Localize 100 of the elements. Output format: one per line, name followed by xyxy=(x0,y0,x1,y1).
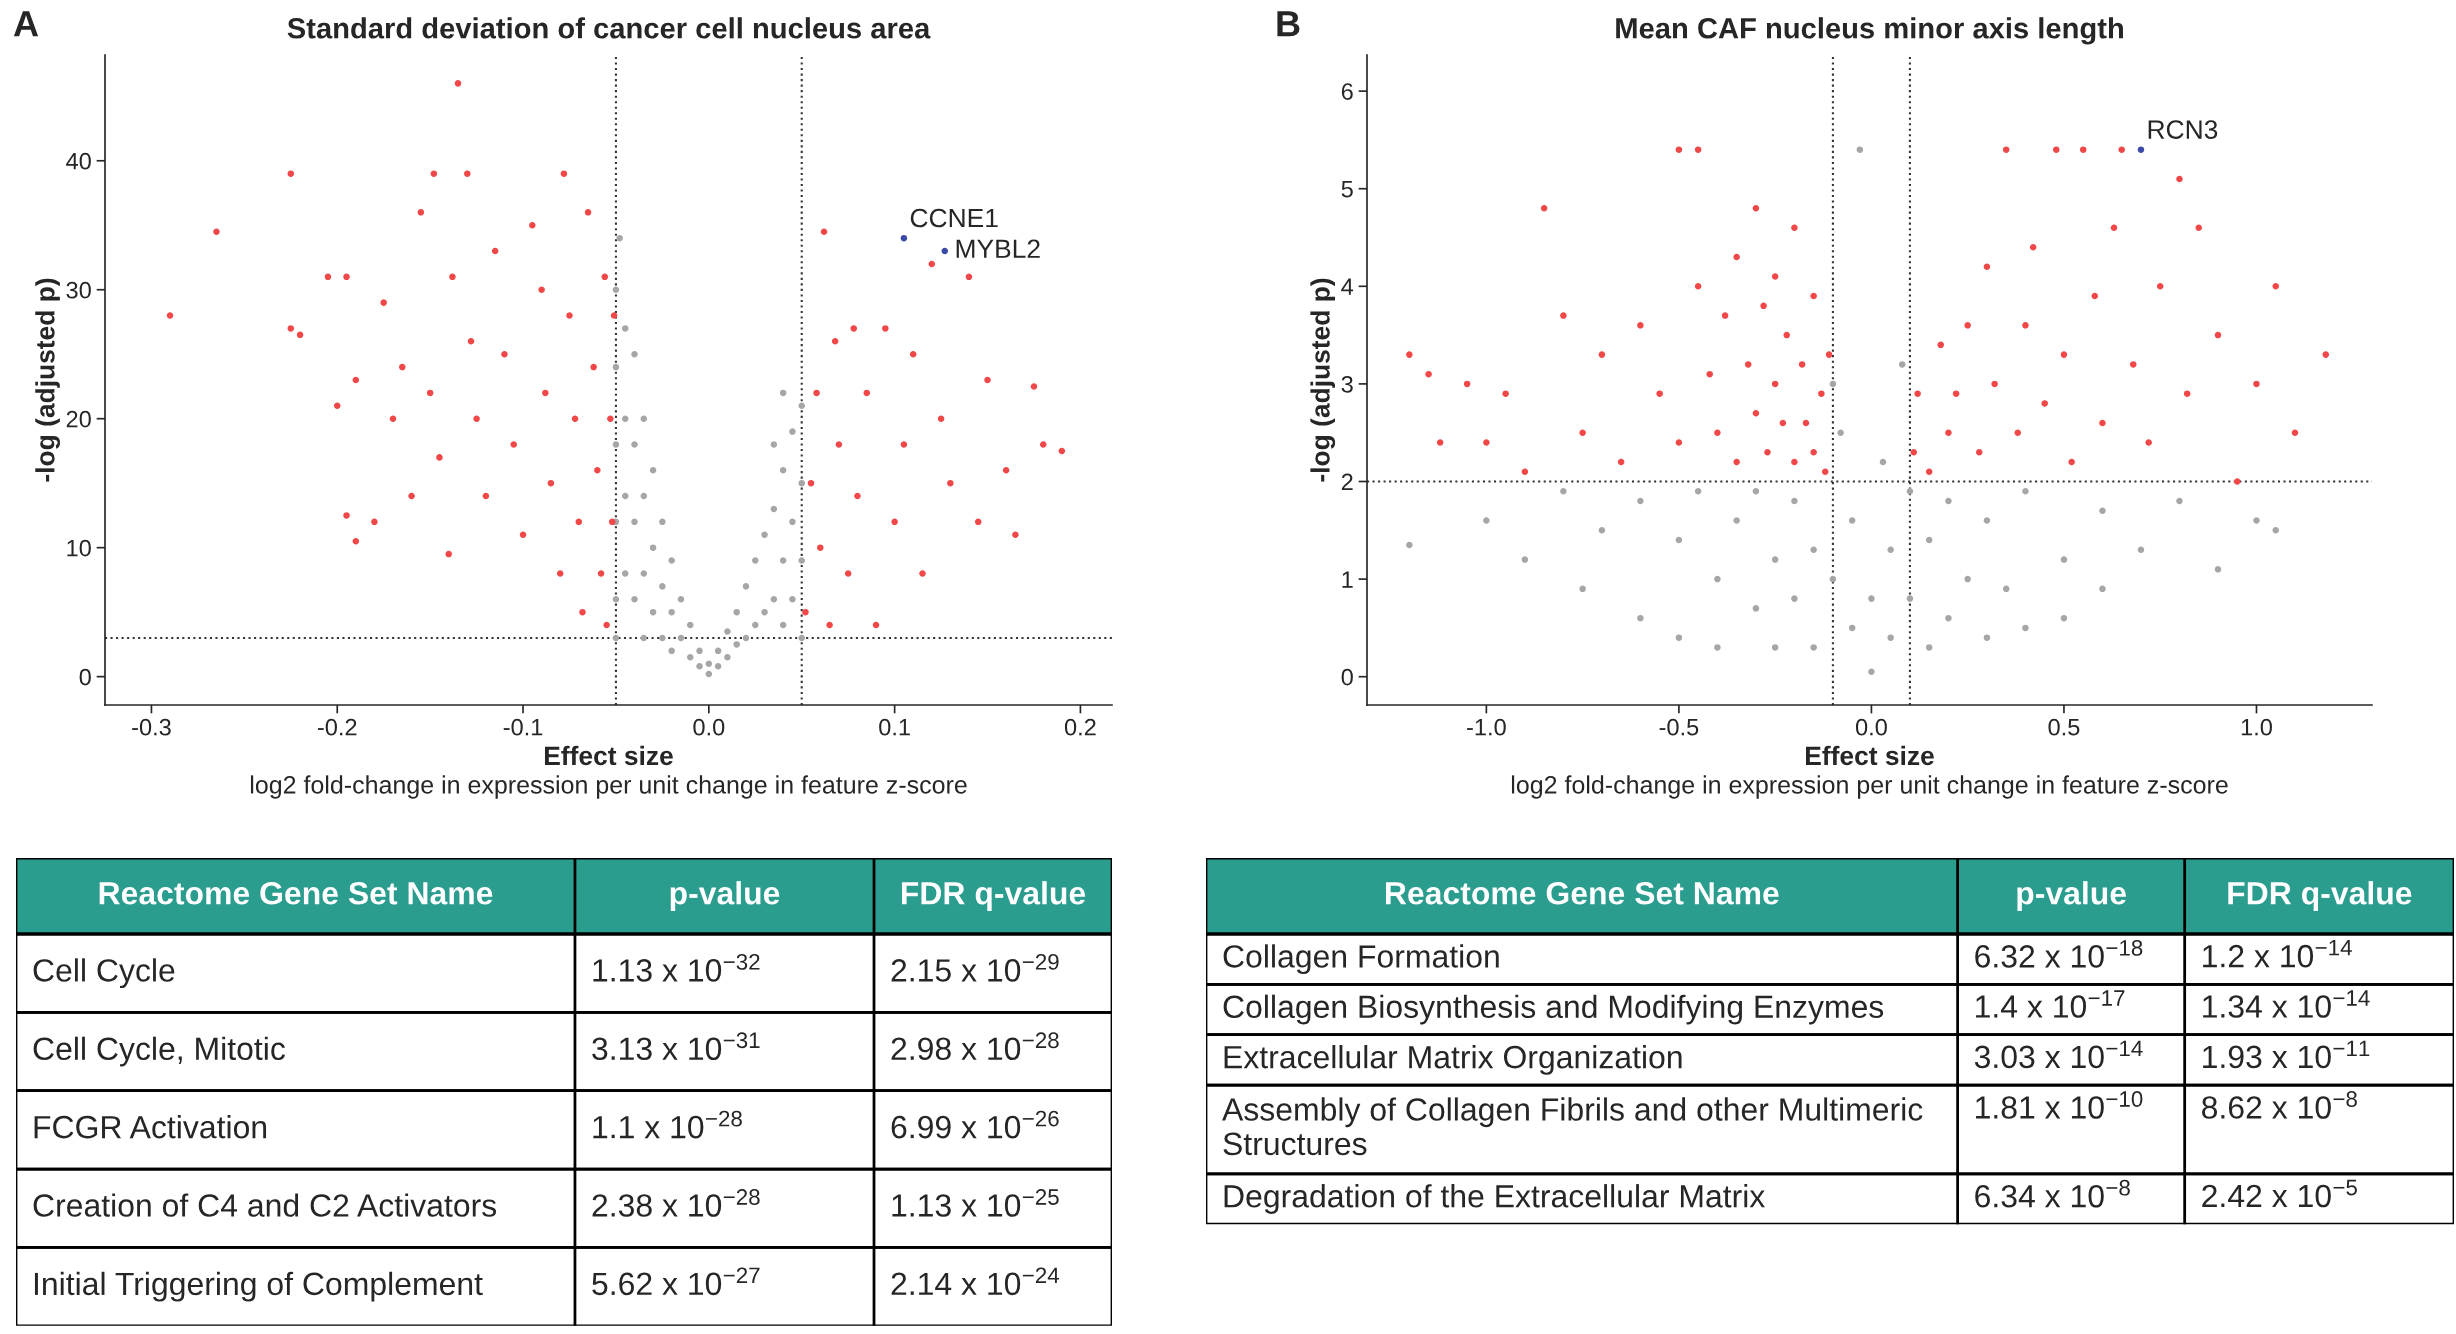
point xyxy=(1733,517,1740,524)
point xyxy=(1560,488,1567,495)
text: 1.93 x 10$^{−11}$ xyxy=(2203,1040,2370,1069)
point xyxy=(1771,556,1779,563)
y-axis-title: -log (adjusted p) xyxy=(1310,278,1336,482)
category-label: Initial Triggering of Complement xyxy=(34,1271,483,1302)
point xyxy=(2253,517,2260,524)
category-label: p-value xyxy=(670,881,780,911)
point xyxy=(1964,575,1971,583)
x-tick-label: 0.2 xyxy=(1064,718,1096,736)
point xyxy=(1879,458,1887,466)
point xyxy=(1406,541,1413,549)
text: 1.13 x 10$^{−25}$ xyxy=(892,1189,1059,1217)
point xyxy=(2022,488,2029,495)
text: 2.15 x 10$^{−29}$ xyxy=(891,953,1059,982)
point xyxy=(1906,488,1914,495)
x-tick-label: -0.1 xyxy=(503,718,543,736)
point xyxy=(1856,146,1864,153)
text: 1.4 x 10$^{−17}$ xyxy=(1976,990,2125,1018)
point xyxy=(2060,556,2068,563)
category-label: Reactome Gene Set Name xyxy=(99,881,493,905)
point xyxy=(1925,536,1933,544)
text: 8.62 x 10$^{−8}$ xyxy=(2202,1091,2357,1119)
point xyxy=(1521,556,1529,563)
point xyxy=(1848,624,1856,632)
point xyxy=(2099,507,2106,515)
category-label: Collagen Biosynthesis and Modifying Enzymes xyxy=(1223,994,1884,1025)
point xyxy=(1848,517,1856,524)
text: 1.2 x 10$^{−14}$ xyxy=(2203,939,2352,968)
point xyxy=(1810,644,1817,651)
point xyxy=(1829,575,1837,583)
y-axis-title: -log (adjusted p) xyxy=(35,278,60,482)
text: 2.14 x 10$^{−24}$ xyxy=(891,1267,1060,1296)
annotation: MYBL2 xyxy=(956,239,1040,258)
point xyxy=(1675,536,1683,544)
point xyxy=(1945,614,1952,622)
point xyxy=(1925,644,1933,651)
point xyxy=(1579,585,1586,593)
point xyxy=(1868,595,1875,602)
point xyxy=(1752,488,1760,495)
point xyxy=(2099,585,2106,593)
point xyxy=(1887,634,1894,641)
y-tick-label: 5 xyxy=(1341,181,1353,198)
category-label: FDR q-value xyxy=(901,881,1086,911)
text: 1.81 x 10$^{−10}$ xyxy=(1976,1091,2143,1119)
text: 5.62 x 10$^{−27}$ xyxy=(592,1267,760,1296)
category-label: Cell Cycle xyxy=(33,958,175,989)
text: 1.34 x 10$^{−14}$ xyxy=(2203,990,2370,1018)
text: 6.34 x 10$^{−8}$ xyxy=(1975,1179,2130,1208)
y-tick-label: 0 xyxy=(1341,668,1353,686)
category-label: Cell Cycle, Mitotic xyxy=(33,1036,285,1067)
text: 2.38 x 10$^{−28}$ xyxy=(592,1189,760,1217)
category-label: Assembly of Collagen Fibrils and other Multimeric Structures xyxy=(1222,1097,1923,1156)
x-tick-label: 1.0 xyxy=(2241,718,2272,736)
point xyxy=(2176,497,2183,505)
point xyxy=(1598,527,1606,534)
point xyxy=(1810,546,1817,554)
x-tick-label: 0.5 xyxy=(2048,718,2080,736)
text: 3.13 x 10$^{−31}$ xyxy=(592,1032,760,1061)
point xyxy=(1983,634,1991,641)
point xyxy=(1791,595,1798,602)
x-tick-label: 0.1 xyxy=(879,718,910,736)
x-tick-label: -1.0 xyxy=(1467,718,1506,736)
text: log2 fold-change in expression per unit change in feature z-score xyxy=(1511,775,2228,799)
category-label: Creation of C4 and C2 Activators xyxy=(33,1193,497,1217)
point xyxy=(1837,429,1844,436)
x-tick-label: -0.3 xyxy=(132,718,171,736)
x-axis-title: Effect size xyxy=(545,745,673,766)
category-label: p-value xyxy=(2017,881,2126,911)
point xyxy=(1791,497,1798,505)
point xyxy=(1637,497,1644,505)
point xyxy=(2272,527,2279,534)
text: 6.99 x 10$^{−26}$ xyxy=(891,1110,1059,1139)
x-tick-label: -0.5 xyxy=(1659,718,1699,736)
x-axis-title: Effect size xyxy=(1806,745,1934,766)
point xyxy=(1945,497,1952,505)
text: 1.13 x 10$^{−32}$ xyxy=(593,953,760,982)
x-tick-label: 0.0 xyxy=(1855,718,1887,736)
point xyxy=(2002,585,2010,593)
point xyxy=(1898,361,1906,368)
point xyxy=(2137,146,2145,153)
point xyxy=(1714,644,1721,651)
text: 6.32 x 10$^{−18}$ xyxy=(1975,939,2143,968)
point xyxy=(2022,624,2029,632)
point xyxy=(1714,575,1721,583)
annotation: CCNE1 xyxy=(910,208,998,228)
point xyxy=(2214,566,2222,573)
text: 2.42 x 10$^{−5}$ xyxy=(2202,1179,2357,1208)
category-label: Degradation of the Extracellular Matrix xyxy=(1224,1184,1765,1214)
point xyxy=(1887,546,1894,554)
y-tick-label: 6 xyxy=(1341,83,1353,100)
point xyxy=(1983,517,1991,524)
point xyxy=(2060,614,2068,622)
annotation: RCN3 xyxy=(2148,120,2218,139)
text: log2 fold-change in expression per unit change in feature z-score xyxy=(250,775,967,799)
point xyxy=(1752,605,1760,612)
text: 1.1 x 10$^{−28}$ xyxy=(593,1110,742,1139)
point xyxy=(1483,517,1490,524)
chart-title: Standard deviation of cancer cell nucleus area xyxy=(287,17,931,39)
point xyxy=(2137,546,2145,554)
